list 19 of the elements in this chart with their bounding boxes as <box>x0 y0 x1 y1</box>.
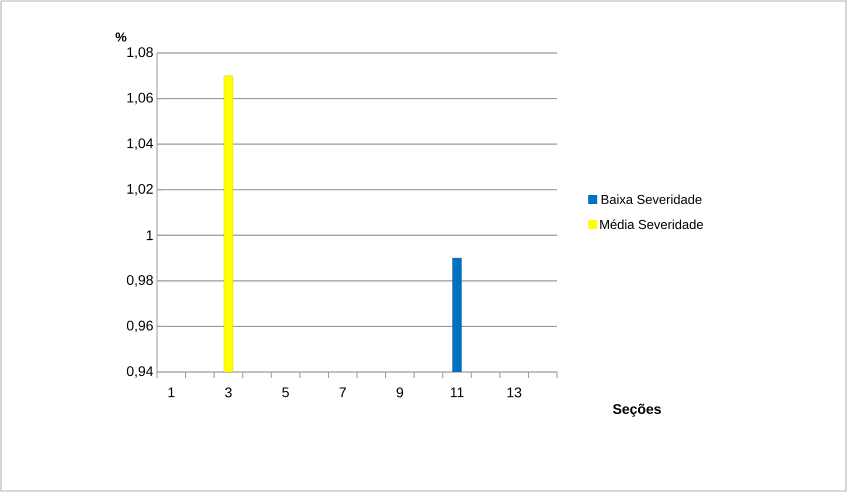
y-tick-label: 1,06 <box>127 92 153 104</box>
y-tick-label: 0,94 <box>126 366 154 378</box>
legend-label: Média Severidade <box>600 219 703 230</box>
y-tick-label: 1,02 <box>127 184 153 196</box>
y-axis-title: % <box>116 32 126 42</box>
x-tick-label: 9 <box>396 388 404 398</box>
y-tick-label: 1,04 <box>127 138 154 150</box>
x-tick-label: 13 <box>507 388 522 398</box>
x-tick-label: 7 <box>340 388 346 398</box>
y-tick-label: 1,08 <box>127 47 153 59</box>
x-tick-label: 5 <box>282 388 289 398</box>
legend-label: Baixa Severidade <box>602 194 702 204</box>
y-tick-label: 0,98 <box>126 275 153 287</box>
x-tick-label: 1 <box>168 388 174 398</box>
y-tick-label: 0,96 <box>126 320 153 332</box>
x-tick-label: 11 <box>450 388 464 398</box>
x-axis-title: Seções <box>612 404 661 417</box>
y-tick-label: 1 <box>146 230 153 240</box>
x-tick-label: 3 <box>225 388 232 398</box>
